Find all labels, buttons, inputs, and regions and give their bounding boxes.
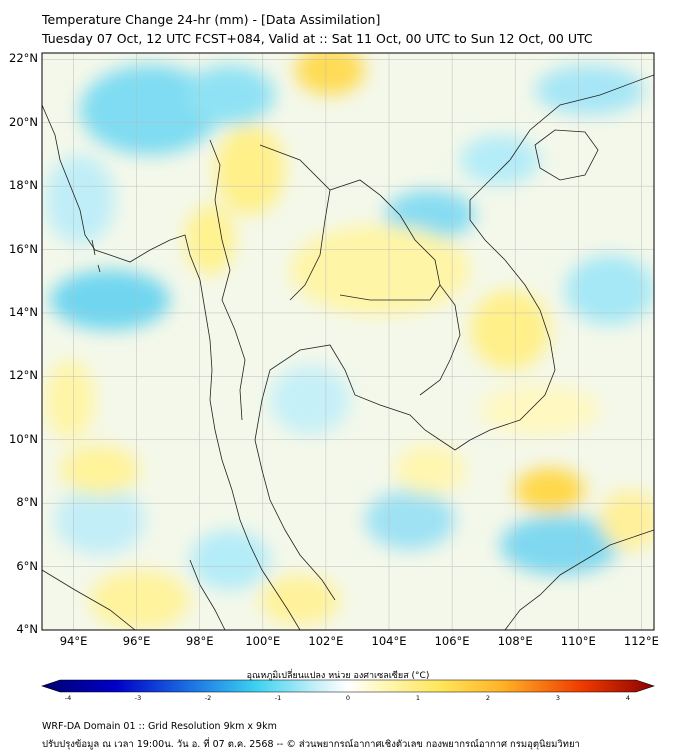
map-frame <box>41 52 655 631</box>
lat-tick-label: 10°N <box>9 431 38 446</box>
lon-tick-label: 106°E <box>434 634 470 648</box>
lat-tick-label: 12°N <box>9 368 38 383</box>
lat-tick-label: 6°N <box>16 558 38 573</box>
lon-tick-label: 110°E <box>560 634 596 648</box>
lat-tick-label: 14°N <box>9 304 38 319</box>
colorbar-tick-label: 0 <box>345 694 351 702</box>
graticule <box>42 53 654 631</box>
lat-tick-label: 16°N <box>9 241 38 256</box>
colorbar-tick-label: 2 <box>485 694 491 702</box>
map-title: Temperature Change 24-hr (mm) - [Data As… <box>42 12 381 27</box>
lat-tick-label: 22°N <box>9 51 38 66</box>
lat-tick-label: 20°N <box>9 114 38 129</box>
map-subtitle: Tuesday 07 Oct, 12 UTC FCST+084, Valid a… <box>42 31 593 46</box>
footer-credit: ปรับปรุงข้อมูล ณ เวลา 19:00น. วัน อ. ที่… <box>42 739 580 750</box>
colorbar-tick-label: 4 <box>625 694 631 702</box>
lat-tick-label: 8°N <box>16 495 38 510</box>
lon-tick-label: 112°E <box>623 634 659 648</box>
lon-tick-label: 94°E <box>59 634 88 648</box>
colorbar-tick-label: -4 <box>64 694 72 702</box>
colorbar <box>41 679 655 693</box>
lon-tick-label: 100°E <box>245 634 281 648</box>
country-borders <box>42 74 654 630</box>
footer-resolution: WRF-DA Domain 01 :: Grid Resolution 9km … <box>42 721 277 732</box>
temperature-field <box>42 53 654 630</box>
lat-tick-label: 4°N <box>16 622 38 636</box>
lon-tick-label: 102°E <box>308 634 344 648</box>
lon-tick-label: 108°E <box>497 634 533 648</box>
colorbar-tick-label: 3 <box>555 694 561 702</box>
colorbar-tick-label: -1 <box>274 694 282 702</box>
colorbar-tick-label: -2 <box>204 694 212 702</box>
lat-tick-label: 18°N <box>9 178 38 193</box>
lon-tick-label: 98°E <box>185 634 214 648</box>
lon-tick-label: 96°E <box>122 634 151 648</box>
colorbar-tick-label: 1 <box>415 694 421 702</box>
colorbar-label: อุณหภูมิเปลี่ยนแปลง หน่วย องศาเซลเซียส (… <box>246 671 430 681</box>
colorbar-tick-label: -3 <box>134 694 142 702</box>
lon-tick-label: 104°E <box>371 634 407 648</box>
